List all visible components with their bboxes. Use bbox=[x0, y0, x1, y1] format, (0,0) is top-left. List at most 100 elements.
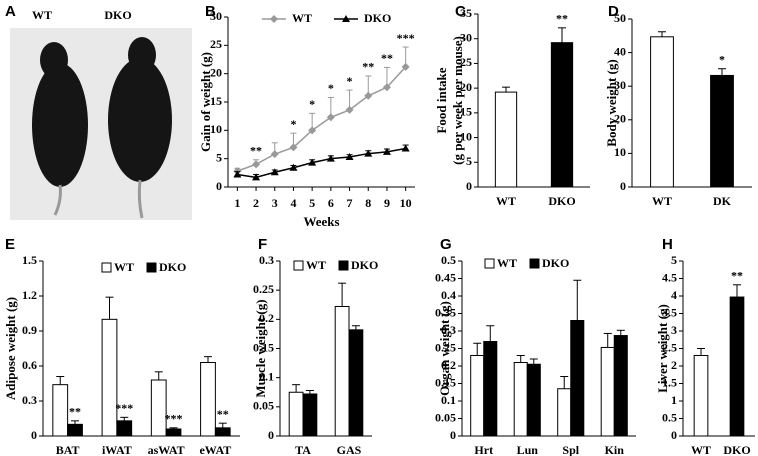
significance: *** bbox=[165, 412, 183, 426]
data-point bbox=[364, 149, 373, 157]
y-tick-label: 0.3 bbox=[441, 323, 456, 337]
bar bbox=[288, 391, 304, 437]
y-tick-label: 30 bbox=[210, 9, 222, 23]
y-tick-label: 20 bbox=[460, 80, 472, 94]
data-point bbox=[252, 173, 261, 181]
y-tick-label: 5 bbox=[216, 150, 222, 164]
x-tick-label: WT bbox=[496, 194, 516, 208]
panel-letter: A bbox=[5, 3, 16, 20]
data-point bbox=[233, 170, 242, 178]
y-tick-label: 25 bbox=[460, 55, 472, 69]
significance: * bbox=[290, 117, 296, 131]
y-tick-label: 0.6 bbox=[22, 358, 37, 372]
y-tick-label: 15 bbox=[460, 105, 472, 119]
mouse bbox=[128, 37, 156, 73]
y-tick-label: 10 bbox=[460, 129, 472, 143]
x-tick-label: Lun bbox=[517, 443, 539, 456]
y-tick-label: 2.5 bbox=[662, 340, 677, 354]
legend-label: DKO bbox=[159, 260, 186, 274]
y-tick-label: 3 bbox=[671, 323, 677, 337]
bar bbox=[729, 296, 745, 437]
x-axis-title: Weeks bbox=[303, 214, 339, 229]
significance: * bbox=[347, 74, 353, 88]
x-tick-label: DKO bbox=[723, 443, 750, 456]
y-tick-label: 0.1 bbox=[441, 393, 456, 407]
bar bbox=[200, 362, 216, 437]
y-tick-label: 10 bbox=[614, 145, 626, 159]
y-tick-label: 0 bbox=[466, 179, 472, 193]
y-tick-label: 0.5 bbox=[441, 253, 456, 267]
panel-letter: H bbox=[662, 236, 673, 253]
bar bbox=[150, 379, 167, 437]
legend-label: WT bbox=[114, 260, 134, 274]
y-tick-label: 1 bbox=[671, 393, 677, 407]
x-tick-label: eWAT bbox=[199, 443, 231, 456]
y-axis-title: Adipose weight (g) bbox=[3, 297, 18, 400]
legend-label: DKO bbox=[542, 256, 569, 270]
data-point bbox=[289, 143, 298, 152]
y-tick-label: 0.05 bbox=[435, 410, 456, 424]
bar bbox=[613, 335, 628, 437]
mouse bbox=[108, 58, 172, 182]
bar bbox=[165, 428, 182, 437]
y-tick-label: 1.2 bbox=[22, 288, 37, 302]
x-tick-label: 9 bbox=[384, 196, 390, 210]
data-point bbox=[401, 62, 410, 71]
y-tick-label: 0.45 bbox=[435, 270, 456, 284]
y-tick-label: 0.25 bbox=[435, 340, 456, 354]
y-tick-label: 0 bbox=[450, 428, 456, 442]
bar bbox=[101, 318, 118, 437]
y-tick-label: 5 bbox=[466, 154, 472, 168]
photo-label: WT bbox=[32, 8, 52, 22]
series-line bbox=[237, 66, 407, 172]
y-tick-label: 4.5 bbox=[662, 270, 677, 284]
x-tick-label: BAT bbox=[56, 443, 80, 456]
panel-letter: C bbox=[455, 3, 466, 20]
bar bbox=[116, 420, 133, 437]
y-axis-title: Liver weight (g) bbox=[655, 304, 670, 393]
y-tick-label: 1.5 bbox=[662, 375, 677, 389]
legend-swatch bbox=[146, 262, 157, 273]
bar bbox=[557, 388, 572, 437]
photo-label: DKO bbox=[104, 8, 131, 22]
panel-letter: E bbox=[5, 236, 15, 253]
x-tick-label: 3 bbox=[272, 196, 278, 210]
legend-label: WT bbox=[497, 256, 517, 270]
y-tick-label: 0.5 bbox=[662, 410, 677, 424]
bar bbox=[214, 427, 231, 437]
y-tick-label: 0 bbox=[620, 179, 626, 193]
panel-letter: D bbox=[608, 3, 619, 20]
y-tick-label: 50 bbox=[614, 11, 626, 25]
bar bbox=[650, 36, 674, 188]
significance: ** bbox=[69, 405, 81, 419]
y-tick-label: 15 bbox=[210, 94, 222, 108]
y-axis-title: Muscle weight (g) bbox=[253, 299, 268, 397]
significance: * bbox=[309, 97, 315, 111]
data-point bbox=[308, 126, 317, 135]
data-point bbox=[382, 83, 391, 92]
legend-label: WT bbox=[292, 11, 312, 25]
x-tick-label: iWAT bbox=[102, 443, 132, 456]
y-tick-label: 0.2 bbox=[441, 358, 456, 372]
mouse bbox=[32, 63, 88, 187]
data-point bbox=[345, 152, 354, 160]
mouse-tail bbox=[53, 184, 62, 216]
y-tick-label: 0.15 bbox=[253, 340, 274, 354]
bar bbox=[600, 346, 615, 437]
data-point bbox=[382, 147, 391, 155]
y-axis-title: (g per week per mouse) bbox=[450, 36, 465, 165]
x-tick-label: DKO bbox=[548, 194, 575, 208]
x-tick-label: 10 bbox=[400, 196, 412, 210]
x-tick-label: Hrt bbox=[474, 443, 493, 456]
legend-marker bbox=[342, 15, 350, 22]
x-tick-label: WT bbox=[652, 194, 672, 208]
y-axis-title: Body weight (g) bbox=[604, 59, 619, 146]
y-tick-label: 0.05 bbox=[253, 399, 274, 413]
y-tick-label: 30 bbox=[614, 78, 626, 92]
y-tick-label: 30 bbox=[460, 30, 472, 44]
significance: ** bbox=[250, 144, 262, 158]
legend-label: DKO bbox=[364, 11, 391, 25]
significance: *** bbox=[115, 401, 133, 415]
y-tick-label: 5 bbox=[671, 253, 677, 267]
